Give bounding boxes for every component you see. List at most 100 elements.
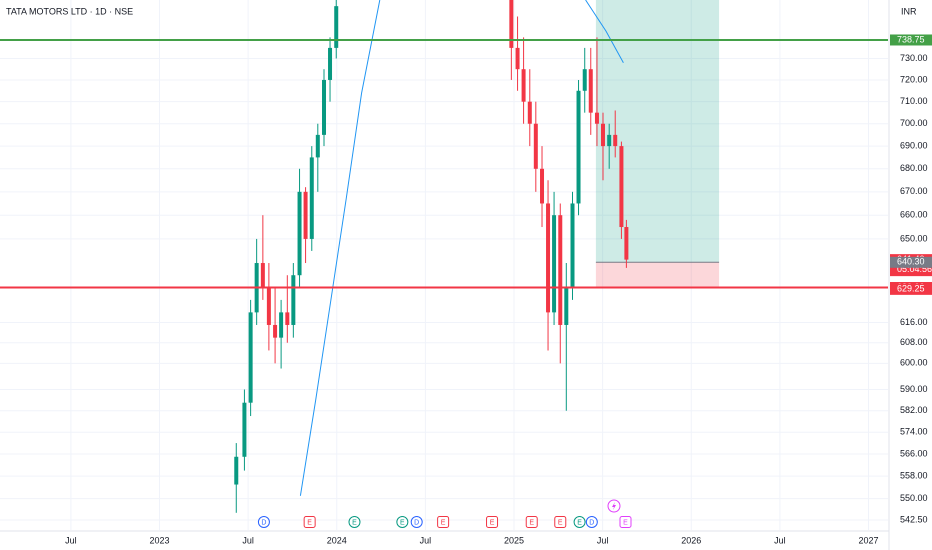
position-target-zone bbox=[595, 0, 720, 263]
candle-body bbox=[509, 0, 514, 48]
candle-body bbox=[515, 47, 520, 70]
y-tick-label: 574.00 bbox=[900, 427, 928, 437]
y-tick-label: 670.00 bbox=[900, 186, 928, 196]
candle-body bbox=[546, 203, 551, 313]
price-label: 738.75 bbox=[897, 34, 925, 44]
event-marker bbox=[437, 516, 450, 528]
price-label-box bbox=[890, 283, 932, 295]
candle-body bbox=[564, 287, 569, 325]
chart-title: TATA MOTORS LTD · 1D · NSE bbox=[6, 6, 133, 16]
x-tick-label: Jul bbox=[420, 535, 432, 545]
candle-body bbox=[570, 203, 575, 288]
x-tick-label: 2026 bbox=[681, 535, 701, 545]
moving-average-line bbox=[299, 0, 624, 496]
event-label: E bbox=[529, 519, 534, 526]
price-label: 640.30 bbox=[897, 257, 925, 267]
y-tick-label: 600.00 bbox=[900, 358, 928, 368]
y-tick-label: 700.00 bbox=[900, 118, 928, 128]
position-stop-zone bbox=[595, 262, 720, 288]
x-tick-label: 2025 bbox=[504, 535, 524, 545]
candle-body bbox=[607, 134, 612, 147]
event-label: D bbox=[261, 519, 266, 526]
candle-body bbox=[260, 263, 265, 288]
price-label: 629.25 bbox=[897, 284, 925, 294]
candle-body bbox=[582, 69, 587, 91]
candle-body bbox=[334, 6, 339, 48]
y-tick-label: 690.00 bbox=[900, 140, 928, 150]
event-marker bbox=[303, 516, 316, 528]
currency: INR bbox=[901, 6, 917, 16]
event-label: E bbox=[623, 519, 628, 526]
candle-body bbox=[266, 287, 271, 325]
candle-body bbox=[234, 456, 239, 485]
candle-body bbox=[552, 215, 557, 313]
candle-body bbox=[588, 69, 593, 113]
candle-body bbox=[328, 47, 333, 80]
candle-body bbox=[594, 112, 599, 124]
event-label: E bbox=[441, 519, 446, 526]
candle-body bbox=[624, 227, 629, 260]
dividend-flash-icon bbox=[607, 499, 621, 513]
x-tick-label: Jul bbox=[65, 535, 77, 545]
candle-body bbox=[315, 134, 320, 158]
y-tick-label: 582.00 bbox=[900, 405, 928, 415]
y-tick-label: 650.00 bbox=[900, 233, 928, 243]
x-tick-label: 2024 bbox=[327, 535, 347, 545]
candle-body bbox=[297, 191, 302, 276]
candle-body bbox=[527, 101, 532, 124]
event-label: E bbox=[558, 519, 563, 526]
event-marker bbox=[554, 516, 567, 528]
event-label: E bbox=[307, 519, 312, 526]
price-label-box bbox=[890, 34, 932, 46]
candle-body bbox=[521, 69, 526, 102]
candle-body bbox=[576, 90, 581, 204]
y-tick-label: 680.00 bbox=[900, 163, 928, 173]
x-tick-label: 2023 bbox=[150, 535, 170, 545]
candle-body bbox=[613, 134, 618, 147]
candle-body bbox=[279, 312, 284, 338]
price-countdown: 05:04:56 bbox=[897, 264, 932, 274]
y-tick-label: 566.00 bbox=[900, 448, 928, 458]
candle-body bbox=[540, 168, 545, 204]
event-label: E bbox=[400, 519, 405, 526]
candle-body bbox=[309, 157, 314, 239]
y-tick-label: 730.00 bbox=[900, 53, 928, 63]
event-label: E bbox=[352, 519, 357, 526]
event-label: E bbox=[577, 519, 582, 526]
candle-body bbox=[600, 123, 605, 147]
candle-body bbox=[619, 146, 624, 228]
event-label: E bbox=[490, 519, 495, 526]
candle-body bbox=[242, 402, 247, 457]
y-tick-label: 710.00 bbox=[900, 96, 928, 106]
event-marker bbox=[348, 516, 361, 528]
candle-body bbox=[303, 191, 308, 239]
candle-body bbox=[273, 324, 278, 338]
candle-body bbox=[248, 312, 253, 403]
candle-body bbox=[533, 123, 538, 169]
candle-body bbox=[291, 275, 296, 325]
x-tick-label: 2027 bbox=[858, 535, 878, 545]
y-tick-label: 558.00 bbox=[900, 471, 928, 481]
y-tick-label: 590.00 bbox=[900, 384, 928, 394]
candle-body bbox=[285, 312, 290, 325]
grid bbox=[0, 0, 888, 530]
event-label: D bbox=[589, 519, 594, 526]
event-marker bbox=[257, 516, 270, 528]
event-marker bbox=[585, 516, 598, 528]
y-tick-label: 720.00 bbox=[900, 74, 928, 84]
x-tick-label: Jul bbox=[242, 535, 254, 545]
x-tick-label: Jul bbox=[597, 535, 609, 545]
event-marker bbox=[619, 516, 632, 528]
event-label: D bbox=[414, 519, 419, 526]
candle-body bbox=[322, 79, 327, 135]
candle-body bbox=[558, 215, 563, 325]
x-tick-label: Jul bbox=[774, 535, 786, 545]
event-marker bbox=[573, 516, 586, 528]
price-label-box bbox=[890, 256, 932, 268]
axes: 542.50 550.00 558.00 566.00 574.00 582.00 590.… bbox=[65, 34, 932, 545]
y-tick-label: 660.00 bbox=[900, 210, 928, 220]
y-tick-label: 608.00 bbox=[900, 337, 928, 347]
event-marker bbox=[525, 516, 538, 528]
